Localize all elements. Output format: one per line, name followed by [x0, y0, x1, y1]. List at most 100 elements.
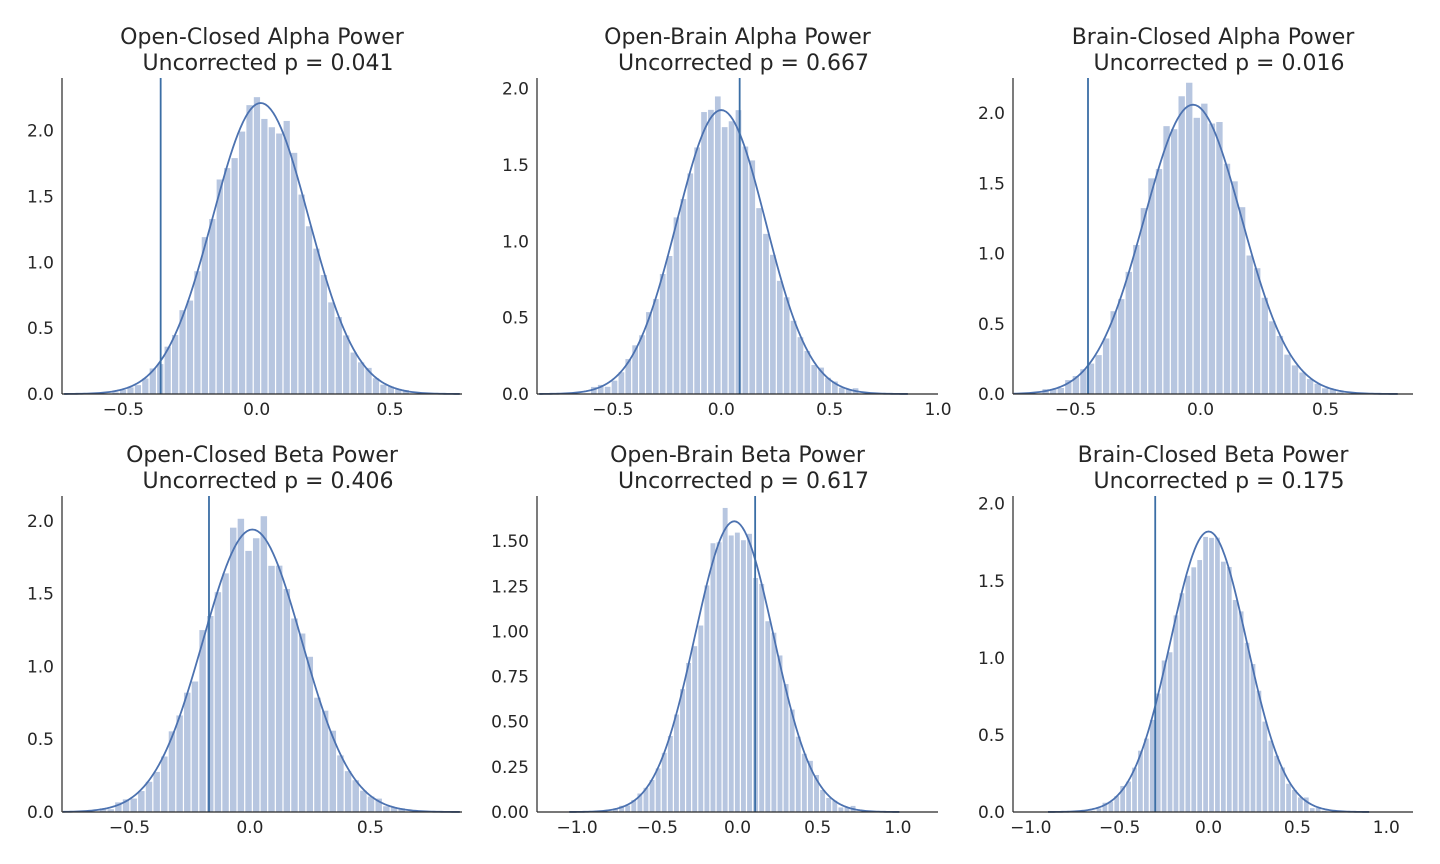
x-tick-label: −0.5: [103, 400, 144, 420]
y-tick-label: 0.0: [978, 803, 1005, 823]
histogram-bar: [1193, 117, 1200, 394]
histogram-bar: [168, 731, 176, 812]
histogram-bar: [1096, 808, 1102, 812]
x-tick-label: 0.0: [236, 818, 263, 838]
histogram-bar: [245, 550, 252, 812]
histogram-bar: [710, 543, 716, 812]
histogram-bar: [637, 793, 643, 812]
chart-subtitle-pvalue: Uncorrected p = 0.617: [618, 469, 869, 494]
histogram-bar: [1185, 575, 1191, 812]
histogram-bars: [1042, 82, 1344, 395]
histogram-bar: [372, 378, 380, 394]
x-tick-label: 0.0: [724, 818, 751, 838]
histogram-bar: [789, 709, 795, 812]
histogram-bar: [1238, 207, 1246, 394]
histogram-bar: [231, 158, 238, 394]
histogram-bar: [1132, 767, 1137, 812]
histogram-bar: [728, 535, 734, 812]
histogram-bar: [618, 372, 625, 394]
histogram-bar: [252, 538, 260, 812]
histogram-bar: [320, 275, 328, 394]
histogram-bar: [1173, 615, 1179, 812]
histogram-bar: [652, 299, 659, 394]
histogram-bar: [604, 386, 611, 394]
histogram-bar: [1203, 536, 1208, 812]
histogram-bar: [1148, 178, 1155, 394]
histogram-bar: [1303, 797, 1309, 812]
histogram-bar: [142, 378, 149, 394]
histogram-bar: [666, 255, 673, 394]
histogram-bar: [229, 527, 237, 812]
histogram-bar: [1254, 268, 1261, 394]
chart-title: Open-Brain Alpha Power: [604, 25, 872, 50]
histogram-bar: [298, 633, 306, 812]
histogram-bar: [742, 146, 749, 394]
histogram-bar: [1125, 271, 1132, 394]
histogram-bar: [1050, 389, 1057, 394]
histogram-bar: [740, 540, 746, 812]
histogram-bar: [814, 775, 819, 812]
histogram-bar: [661, 752, 667, 812]
histogram-bar: [402, 390, 409, 394]
histogram-bar: [708, 109, 714, 395]
histogram-bar: [1223, 163, 1231, 394]
histogram-bar: [291, 618, 298, 812]
histogram-bar: [350, 352, 357, 394]
histogram-bar: [99, 808, 107, 812]
histogram-bar: [387, 386, 394, 394]
histogram-bar: [667, 735, 673, 812]
histogram-bar: [639, 335, 645, 394]
histogram-bar: [735, 110, 742, 395]
histogram-bar: [1102, 802, 1108, 812]
histogram-bar: [1155, 169, 1163, 394]
histogram-bar: [275, 565, 283, 812]
histogram-bar: [367, 796, 375, 812]
histogram-bar: [145, 781, 153, 812]
x-tick-label: 1.0: [1373, 818, 1400, 838]
histogram-bar: [1284, 354, 1291, 394]
histogram-bar: [632, 345, 638, 394]
histogram-bar: [1191, 567, 1197, 812]
histogram-bar: [164, 346, 171, 394]
x-tick-label: 0.5: [804, 818, 831, 838]
chart-title: Brain-Closed Alpha Power: [1072, 25, 1356, 50]
histogram-bar: [1126, 781, 1131, 812]
histogram-bar: [704, 585, 710, 812]
histogram-bar: [107, 809, 114, 812]
y-tick-label: 1.5: [502, 156, 529, 176]
histogram-bar: [807, 760, 813, 812]
histogram-bar: [801, 753, 807, 812]
y-tick-label: 0.5: [978, 315, 1005, 335]
histogram-bar: [1114, 796, 1120, 812]
y-tick-label: 2.0: [502, 80, 529, 100]
histogram-bars: [99, 516, 405, 812]
histogram-bar: [763, 233, 769, 394]
histogram-bar: [276, 133, 283, 394]
histogram-bar: [722, 507, 728, 812]
histogram-bar: [360, 790, 367, 812]
x-tick-label: −0.5: [1055, 400, 1096, 420]
histogram-bar: [115, 802, 122, 812]
histogram-bar: [777, 655, 783, 812]
histogram-bar: [337, 755, 344, 812]
x-tick-label: −0.5: [1099, 818, 1140, 838]
histogram-bar: [1238, 611, 1244, 812]
chart-subtitle-pvalue: Uncorrected p = 0.016: [1094, 51, 1345, 76]
histogram-bar: [1186, 82, 1193, 394]
histogram-bar: [1065, 380, 1072, 394]
histogram-bar: [1261, 297, 1268, 394]
chart-subtitle-pvalue: Uncorrected p = 0.175: [1094, 469, 1345, 494]
histogram-bar: [171, 334, 179, 394]
histogram-bar: [352, 780, 359, 812]
histogram-bar: [1140, 208, 1148, 394]
histogram-bar: [1072, 376, 1080, 394]
histogram-bar: [222, 573, 229, 812]
histogram-bar: [845, 389, 852, 394]
histogram-bar: [122, 799, 130, 812]
histogram-bar: [611, 380, 618, 394]
histogram-bar: [313, 248, 320, 394]
histogram-bar: [1269, 321, 1276, 394]
histogram-bar: [686, 662, 692, 812]
